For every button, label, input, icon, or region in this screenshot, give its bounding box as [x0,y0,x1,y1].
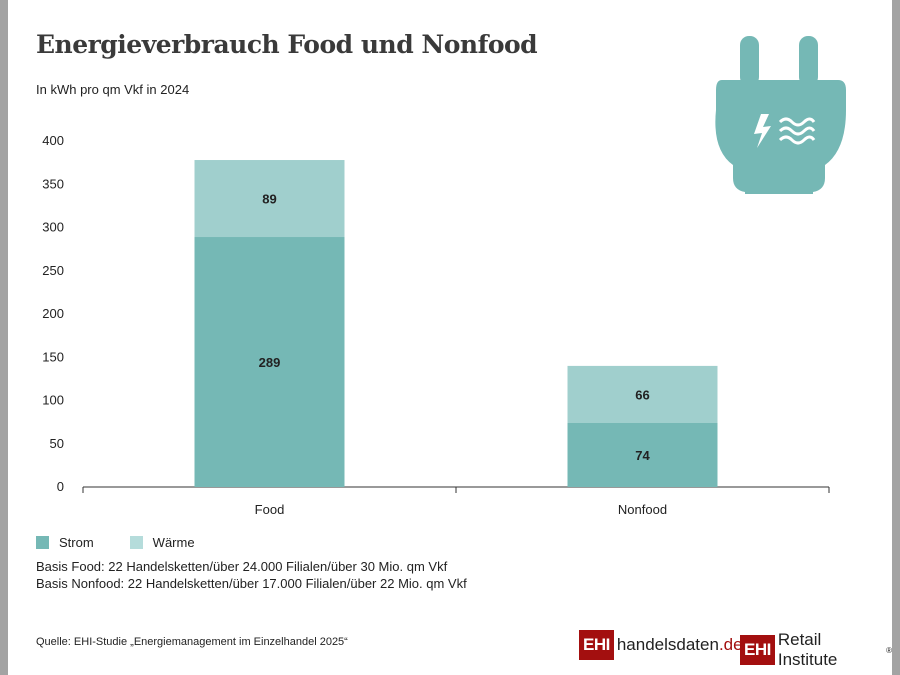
logo-suffix: .de [718,635,743,654]
legend-item-strom: Strom [36,535,94,550]
y-tick-label: 250 [42,263,64,278]
y-tick-label: 200 [42,306,64,321]
y-tick-label: 400 [42,133,64,148]
legend-label: Wärme [152,535,195,550]
plug-energy-icon [715,36,846,194]
bar-wärme-food [194,160,345,238]
source-note: Quelle: EHI-Studie „Energiemanagement im… [36,636,348,648]
ehi-mark: EHI [740,635,775,665]
legend-label: Strom [59,535,94,550]
data-label: 74 [635,448,650,463]
chart-subtitle: In kWh pro qm Vkf in 2024 [36,82,190,97]
x-tick-label: Nonfood [618,502,667,517]
registered-mark: ® [886,645,892,655]
note-nonfood: Basis Nonfood: 22 Handelsketten/über 17.… [36,576,467,591]
bar-strom-nonfood [567,422,718,487]
legend-swatch-strom [36,536,49,549]
bar-strom-food [194,237,345,487]
logo-retail-institute: EHI Retail Institute ® [740,630,892,670]
y-tick-label: 0 [57,479,64,494]
note-food: Basis Food: 22 Handelsketten/über 24.000… [36,559,448,574]
y-tick-label: 150 [42,349,64,364]
y-tick-label: 300 [42,220,64,235]
data-label: 66 [635,387,649,402]
legend-item-waerme: Wärme [129,535,195,550]
data-label: 289 [259,355,281,370]
page-title: Energieverbrauch Food und Nonfood [36,30,538,59]
x-tick-label: Food [255,502,285,517]
data-label: 89 [262,192,276,207]
bar-wärme-nonfood [567,365,718,423]
y-tick-label: 100 [42,393,64,408]
basis-notes: Basis Food: 22 Handelsketten/über 24.000… [36,558,467,592]
y-tick-label: 350 [42,176,64,191]
logo-text: Retail Institute [777,630,838,669]
y-tick-label: 50 [50,436,64,451]
logo-text: handelsdaten [616,635,719,654]
logo-handelsdaten: EHI handelsdaten.de [579,630,743,660]
ehi-mark: EHI [579,630,614,660]
legend-swatch-waerme [129,536,143,549]
legend: Strom Wärme [36,535,195,550]
